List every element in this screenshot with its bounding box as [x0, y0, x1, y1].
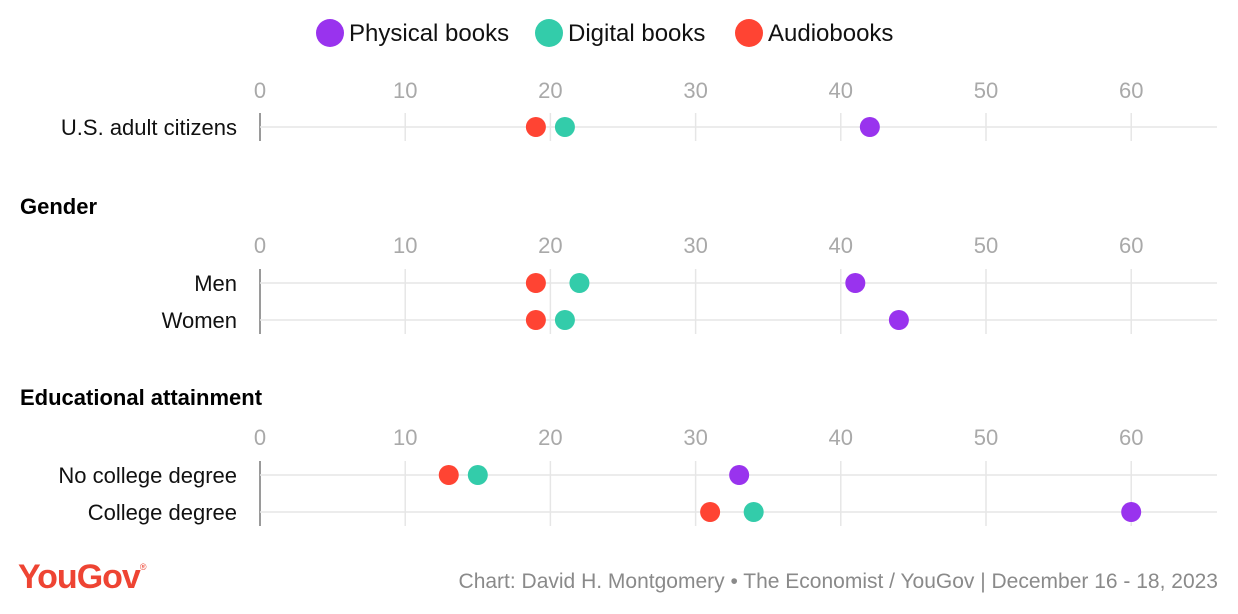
tick-label-60: 60 — [1119, 233, 1143, 258]
dot-physical-books-women — [888, 310, 909, 330]
dot-digital-books-women — [554, 310, 575, 330]
tick-label-50: 50 — [974, 78, 998, 103]
dot-physical-books-men — [845, 273, 866, 293]
tick-label-10: 10 — [393, 425, 417, 450]
dot-digital-books-men — [569, 273, 590, 293]
tick-label-30: 30 — [683, 78, 707, 103]
dot-audiobooks-men — [525, 273, 546, 293]
tick-label-0: 0 — [254, 425, 266, 450]
tick-label-10: 10 — [393, 233, 417, 258]
tick-label-20: 20 — [538, 78, 562, 103]
dot-physical-books-college-degree — [1121, 502, 1142, 522]
source-credit: Chart: David H. Montgomery • The Economi… — [458, 570, 1218, 593]
tick-label-10: 10 — [393, 78, 417, 103]
tick-label-20: 20 — [538, 233, 562, 258]
tick-label-20: 20 — [538, 425, 562, 450]
tick-label-0: 0 — [254, 233, 266, 258]
dot-audiobooks-u-s-adult-citizens — [525, 117, 546, 137]
tick-label-50: 50 — [974, 425, 998, 450]
legend-swatch-audiobooks — [735, 19, 763, 47]
dot-digital-books-no-college-degree — [467, 465, 488, 485]
legend-label-digital-books: Digital books — [568, 20, 705, 47]
legend-swatch-digital-books — [535, 19, 563, 47]
dot-audiobooks-women — [525, 310, 546, 330]
legend-swatch-physical-books — [316, 19, 344, 47]
tick-label-60: 60 — [1119, 425, 1143, 450]
dot-audiobooks-college-degree — [700, 502, 721, 522]
tick-label-60: 60 — [1119, 78, 1143, 103]
legend-label-physical-books: Physical books — [349, 20, 509, 47]
registered-mark: ® — [139, 562, 147, 572]
tick-label-50: 50 — [974, 233, 998, 258]
row-label-men: Men — [194, 271, 237, 296]
tick-label-40: 40 — [829, 425, 853, 450]
tick-label-30: 30 — [683, 425, 707, 450]
tick-label-30: 30 — [683, 233, 707, 258]
tick-label-40: 40 — [829, 233, 853, 258]
brand-name: YouGov — [18, 558, 141, 596]
dot-plot-chart: Physical books Digital books Audiobooks 0 10… — [20, 19, 1217, 526]
row-label-women: Women — [162, 308, 237, 333]
group-title-educational-attainment: Educational attainment — [20, 385, 263, 410]
dot-audiobooks-no-college-degree — [438, 465, 459, 485]
dot-digital-books-college-degree — [743, 502, 764, 522]
tick-label-0: 0 — [254, 78, 266, 103]
tick-label-40: 40 — [829, 78, 853, 103]
row-label-u-s-adult-citizens: U.S. adult citizens — [61, 115, 237, 140]
legend-label-audiobooks: Audiobooks — [768, 20, 893, 47]
row-label-college-degree: College degree — [88, 500, 237, 525]
dot-physical-books-u-s-adult-citizens — [859, 117, 880, 137]
dot-physical-books-no-college-degree — [729, 465, 750, 485]
yougov-logo: YouGov® — [18, 558, 147, 597]
dot-digital-books-u-s-adult-citizens — [554, 117, 575, 137]
row-label-no-college-degree: No college degree — [58, 463, 237, 488]
group-title-gender: Gender — [20, 194, 97, 219]
